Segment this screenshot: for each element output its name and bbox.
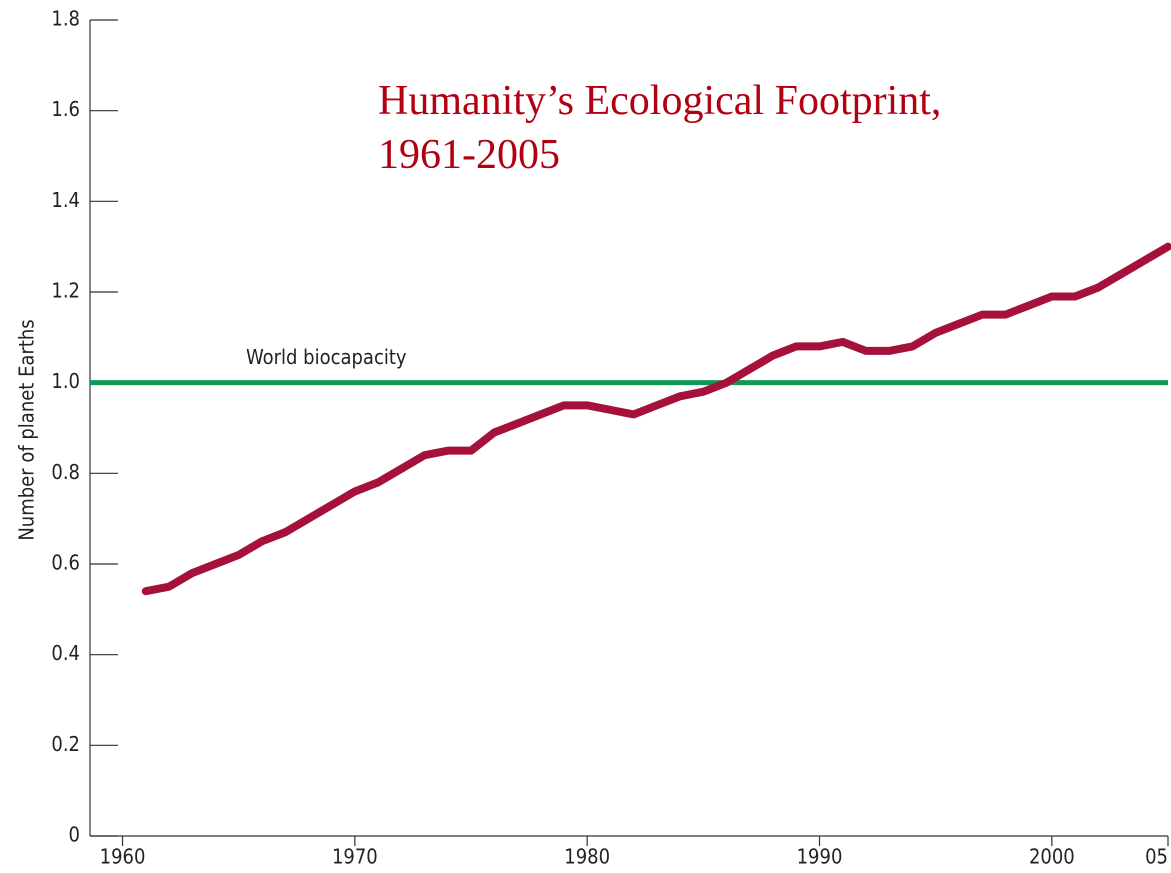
y-tick-label: 1.0: [51, 369, 80, 393]
y-tick-label: 1.2: [51, 279, 80, 303]
y-axis-label: Number of planet Earths: [15, 319, 39, 540]
x-tick-label: 1960: [100, 845, 146, 869]
x-tick-label: 05: [1145, 845, 1168, 869]
y-tick-label: 1.6: [51, 97, 80, 121]
x-tick-label: 1970: [332, 845, 378, 869]
y-tick-label: 1.8: [51, 7, 80, 31]
y-tick-label: 0.4: [51, 641, 80, 665]
reference-label: World biocapacity: [246, 345, 407, 369]
y-tick-label: 0.8: [51, 460, 80, 484]
y-tick-label: 0.2: [51, 732, 80, 756]
x-tick-label: 2000: [1029, 845, 1075, 869]
x-tick-label: 1980: [564, 845, 610, 869]
y-tick-label: 0.6: [51, 551, 80, 575]
chart-title: Humanity’s Ecological Footprint, 1961-20…: [378, 78, 942, 178]
footprint-line: [141, 242, 1171, 596]
y-tick-label: 0: [69, 823, 80, 847]
x-tick-label: 1990: [797, 845, 843, 869]
y-tick-label: 1.4: [51, 188, 80, 212]
